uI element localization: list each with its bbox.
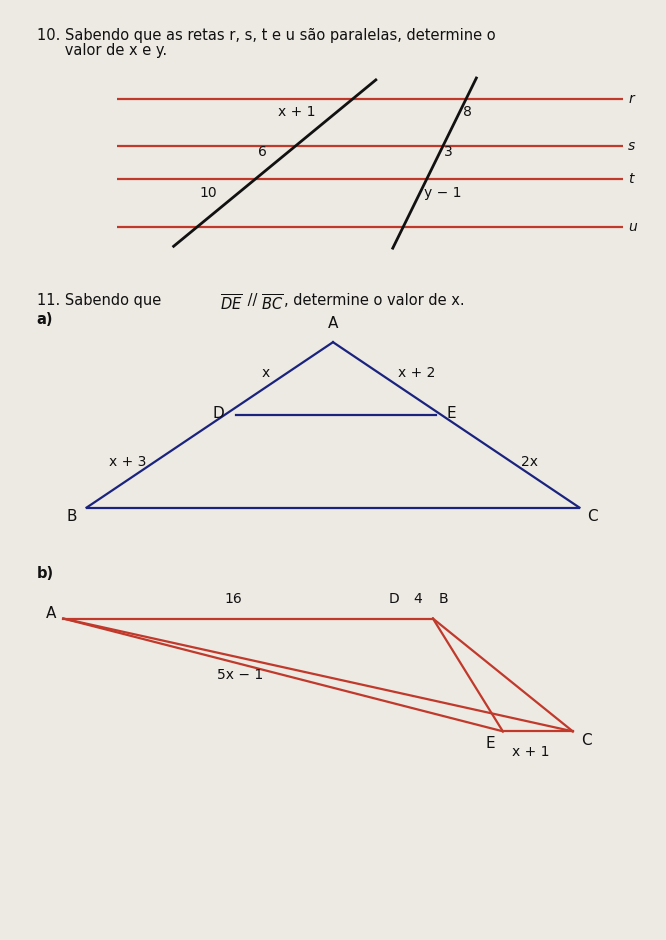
Text: u: u [628, 221, 637, 234]
Text: s: s [628, 139, 635, 152]
Text: A: A [46, 606, 57, 621]
Text: 10: 10 [200, 186, 218, 200]
Text: 5x − 1: 5x − 1 [217, 668, 263, 681]
Text: 11. Sabendo que: 11. Sabendo que [37, 293, 166, 308]
Text: b): b) [37, 566, 54, 581]
Text: 8: 8 [464, 105, 472, 119]
Text: B: B [66, 509, 77, 525]
Text: 2x: 2x [521, 455, 538, 468]
Text: $\overline{BC}$: $\overline{BC}$ [261, 293, 283, 314]
Text: A: A [328, 316, 338, 331]
Text: //: // [243, 293, 262, 308]
Text: x + 1: x + 1 [512, 745, 550, 760]
Text: D: D [388, 592, 399, 606]
Text: x: x [262, 367, 270, 380]
Text: $\overline{DE}$: $\overline{DE}$ [220, 293, 242, 314]
Text: 6: 6 [258, 146, 267, 159]
Text: x + 3: x + 3 [109, 455, 147, 468]
Text: valor de x e y.: valor de x e y. [37, 43, 166, 58]
Text: E: E [446, 406, 456, 421]
Text: x + 2: x + 2 [398, 367, 436, 380]
Text: a): a) [37, 312, 53, 327]
Text: t: t [628, 172, 633, 185]
Text: D: D [212, 406, 224, 421]
Text: E: E [486, 736, 495, 751]
Text: , determine o valor de x.: , determine o valor de x. [284, 293, 465, 308]
Text: 10. Sabendo que as retas r, s, t e u são paralelas, determine o: 10. Sabendo que as retas r, s, t e u são… [37, 28, 496, 43]
Text: B: B [438, 592, 448, 606]
Text: 16: 16 [224, 592, 242, 606]
Text: y − 1: y − 1 [424, 186, 461, 200]
Text: C: C [581, 733, 591, 748]
Text: C: C [587, 509, 598, 525]
Text: x + 1: x + 1 [278, 105, 316, 119]
Text: r: r [628, 92, 634, 105]
Text: 4: 4 [414, 592, 422, 606]
Text: 3: 3 [444, 146, 452, 159]
